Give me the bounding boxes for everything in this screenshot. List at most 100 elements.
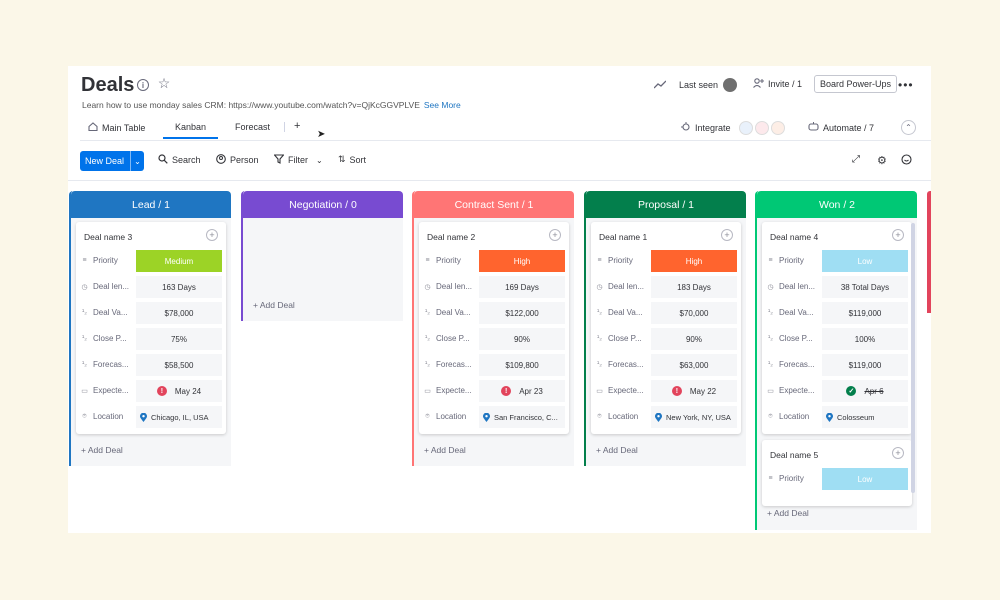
deal-card[interactable]: Deal name 1 + ≡ Priority High ◷ Deal len... 183…	[591, 222, 741, 434]
deal-card[interactable]: Deal name 5 + ≡ Priority Low	[762, 440, 912, 506]
activity-icon[interactable]	[653, 78, 667, 92]
add-update-icon[interactable]: +	[721, 229, 733, 241]
field-value[interactable]: ! May 24	[136, 380, 222, 402]
field-value[interactable]: $58,500	[136, 354, 222, 376]
settings-icon[interactable]: ⚙	[877, 155, 887, 167]
search-button[interactable]: Search	[158, 154, 201, 166]
person-filter-button[interactable]: Person	[216, 154, 259, 166]
field-value[interactable]: San Francisco, C...	[479, 406, 565, 428]
card-field-length: ◷ Deal len... 183 Days	[591, 276, 741, 298]
tab-main-table[interactable]: Main Table	[88, 122, 145, 133]
field-value[interactable]: Chicago, IL, USA	[136, 406, 222, 428]
add-deal-button[interactable]: + Add Deal	[81, 445, 123, 455]
tab-label: Forecast	[235, 122, 271, 132]
priority-status[interactable]: Low	[822, 468, 908, 490]
person-label: Person	[230, 155, 259, 165]
field-value[interactable]: 163 Days	[136, 276, 222, 298]
priority-status[interactable]: High	[479, 250, 565, 272]
column-header[interactable]: Proposal / 1	[586, 191, 746, 218]
sort-button[interactable]: ⇅ Sort	[338, 154, 366, 165]
deal-card[interactable]: Deal name 4 + ≡ Priority Low ◷ Deal len... 38 T…	[762, 222, 912, 434]
field-value[interactable]: $119,000	[822, 302, 908, 324]
field-value[interactable]: $122,000	[479, 302, 565, 324]
deal-name: Deal name 4	[770, 232, 819, 242]
add-update-icon[interactable]: +	[892, 229, 904, 241]
field-type-icon: ▭	[81, 387, 88, 395]
more-options-icon[interactable]: •••	[898, 78, 914, 92]
search-label: Search	[172, 155, 201, 165]
board-power-ups-button[interactable]: Board Power-Ups	[814, 75, 898, 93]
add-update-icon[interactable]: +	[206, 229, 218, 241]
priority-status[interactable]: Low	[822, 250, 908, 272]
field-value[interactable]: $63,000	[651, 354, 737, 376]
next-column-edge	[927, 191, 931, 313]
person-icon	[216, 154, 226, 166]
field-value[interactable]: 183 Days	[651, 276, 737, 298]
card-field-location: ⌾ Location Colosseum	[762, 406, 912, 428]
chevron-down-icon[interactable]: ⌄	[130, 151, 144, 171]
automate-button[interactable]: Automate / 7	[808, 122, 874, 133]
column-header[interactable]: Won / 2	[757, 191, 917, 218]
column-header[interactable]: Negotiation / 0	[243, 191, 403, 218]
add-deal-button[interactable]: + Add Deal	[767, 508, 809, 518]
tab-forecast[interactable]: Forecast	[235, 122, 286, 132]
field-label: ◷ Deal len...	[766, 282, 820, 291]
add-update-icon[interactable]: +	[549, 229, 561, 241]
kanban-column: Lead / 1 Deal name 3 + ≡ Priority Medium ◷ Deal…	[69, 191, 231, 466]
column-header[interactable]: Contract Sent / 1	[414, 191, 574, 218]
field-value[interactable]: 90%	[651, 328, 737, 350]
tab-kanban[interactable]: Kanban	[163, 122, 219, 139]
field-value[interactable]: $109,800	[479, 354, 565, 376]
field-value[interactable]: $78,000	[136, 302, 222, 324]
field-value[interactable]: $70,000	[651, 302, 737, 324]
add-deal-button[interactable]: + Add Deal	[424, 445, 466, 455]
invite-button[interactable]: Invite / 1	[753, 78, 802, 90]
field-label-text: Priority	[608, 256, 633, 265]
field-type-icon: ¹₂	[424, 335, 431, 342]
deal-card[interactable]: Deal name 3 + ≡ Priority Medium ◷ Deal len... 1…	[76, 222, 226, 434]
new-deal-button[interactable]: New Deal ⌄	[80, 151, 144, 171]
card-field-expected: ▭ Expecte...! May 22	[591, 380, 741, 402]
field-value[interactable]: ! May 22	[651, 380, 737, 402]
add-deal-button[interactable]: + Add Deal	[253, 300, 295, 310]
deal-card[interactable]: Deal name 2 + ≡ Priority High ◷ Deal len... 169…	[419, 222, 569, 434]
add-view-button[interactable]: +	[294, 120, 301, 132]
field-value[interactable]: Colosseum	[822, 406, 908, 428]
field-value[interactable]: 169 Days	[479, 276, 565, 298]
filter-button[interactable]: Filter ⌄	[273, 154, 323, 166]
column-header[interactable]: Lead / 1	[71, 191, 231, 218]
fullscreen-icon[interactable]: ⤢	[852, 154, 860, 165]
add-update-icon[interactable]: +	[892, 447, 904, 459]
column-scrollbar[interactable]	[911, 223, 915, 493]
priority-status[interactable]: Medium	[136, 250, 222, 272]
field-value[interactable]: 90%	[479, 328, 565, 350]
field-label: ⌾ Location	[423, 412, 477, 421]
see-more-link[interactable]: See More	[423, 100, 461, 110]
collapse-header-icon[interactable]: ⌃	[901, 120, 916, 135]
field-value[interactable]: 38 Total Days	[822, 276, 908, 298]
field-value[interactable]: ! Apr 23	[479, 380, 565, 402]
chevron-down-icon[interactable]: ⌄	[316, 155, 323, 165]
field-value[interactable]: 75%	[136, 328, 222, 350]
field-label-text: Deal len...	[93, 282, 130, 291]
field-value[interactable]: New York, NY, USA	[651, 406, 737, 428]
field-type-icon: ⌾	[82, 412, 87, 420]
last-seen[interactable]: Last seen	[679, 78, 738, 92]
priority-status[interactable]: High	[651, 250, 737, 272]
location-text: Chicago, IL, USA	[151, 412, 209, 422]
kanban-column: Proposal / 1 Deal name 1 + ≡ Priority High ◷ De…	[584, 191, 746, 466]
star-icon[interactable]: ☆	[157, 74, 171, 91]
field-value[interactable]: $119,000	[822, 354, 908, 376]
integrate-button[interactable]: Integrate	[681, 121, 785, 135]
kanban-column: Negotiation / 0 + Add Deal	[241, 191, 403, 321]
field-value[interactable]: 100%	[822, 328, 908, 350]
field-value[interactable]: ✓ Apr 6	[822, 380, 908, 402]
tab-label: Main Table	[102, 122, 146, 133]
view-tabs: Main Table Kanban Forecast + ➤ Integrate…	[80, 117, 931, 141]
new-deal-label: New Deal	[85, 156, 125, 166]
info-icon[interactable]: i	[137, 79, 149, 91]
integrate-icon	[681, 122, 691, 134]
add-deal-button[interactable]: + Add Deal	[596, 445, 638, 455]
field-label-text: Location	[93, 412, 124, 421]
chat-icon[interactable]	[901, 154, 912, 165]
